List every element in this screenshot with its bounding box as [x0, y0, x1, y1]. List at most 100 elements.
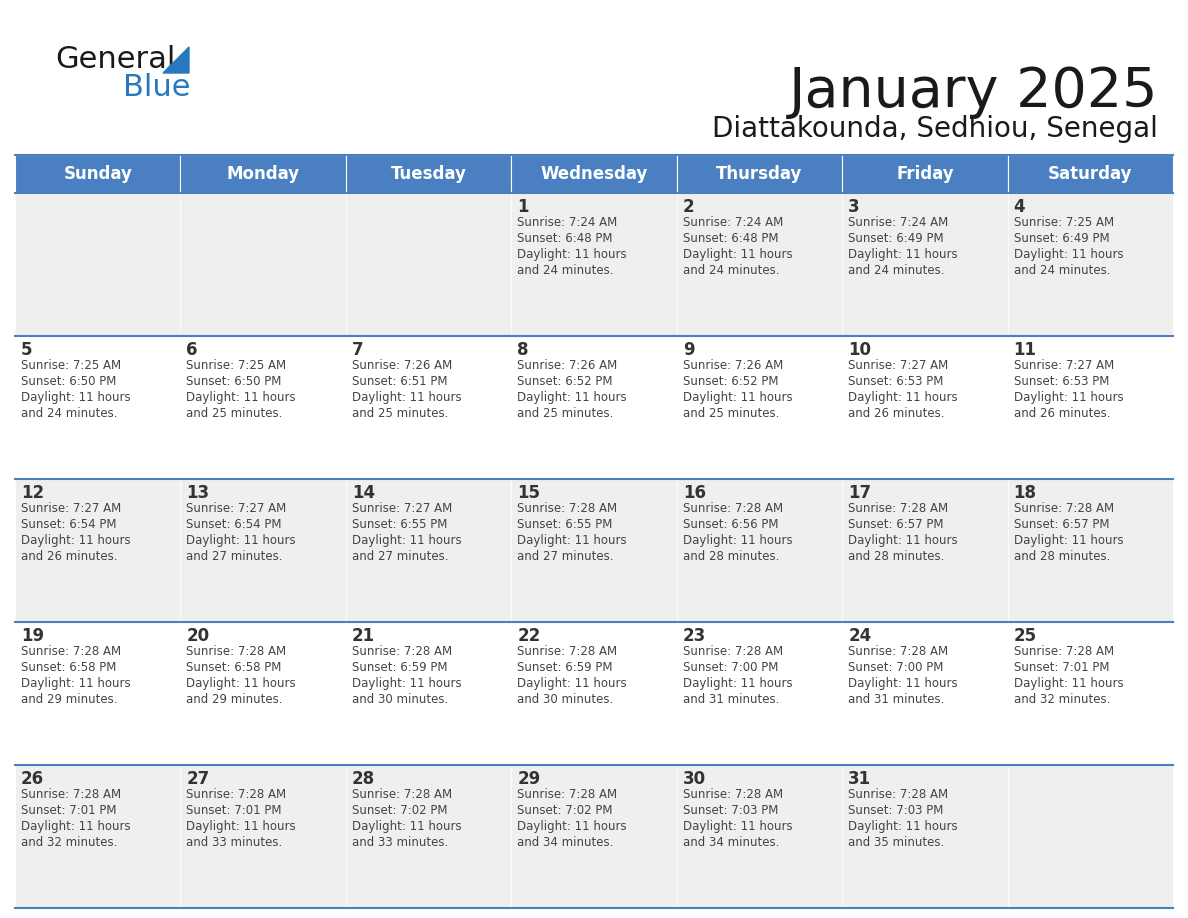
Text: Daylight: 11 hours: Daylight: 11 hours	[848, 534, 958, 547]
Bar	[511, 479, 677, 622]
Text: and 24 minutes.: and 24 minutes.	[21, 407, 118, 420]
Text: Sunset: 7:03 PM: Sunset: 7:03 PM	[683, 804, 778, 817]
Text: Sunrise: 7:26 AM: Sunrise: 7:26 AM	[683, 359, 783, 372]
Text: Daylight: 11 hours: Daylight: 11 hours	[848, 248, 958, 261]
Text: 25: 25	[1013, 627, 1037, 645]
Text: General: General	[55, 45, 176, 74]
Text: and 28 minutes.: and 28 minutes.	[683, 550, 779, 563]
Text: 16: 16	[683, 484, 706, 502]
Bar	[346, 336, 511, 479]
Text: 8: 8	[517, 341, 529, 359]
Bar	[842, 336, 1007, 479]
Text: 9: 9	[683, 341, 694, 359]
Text: Monday: Monday	[227, 165, 299, 183]
Bar	[1007, 765, 1173, 908]
Text: Sunrise: 7:28 AM: Sunrise: 7:28 AM	[1013, 502, 1113, 515]
Bar	[1007, 336, 1173, 479]
Text: 11: 11	[1013, 341, 1037, 359]
Text: Sunset: 6:52 PM: Sunset: 6:52 PM	[517, 375, 613, 388]
Text: Sunday: Sunday	[63, 165, 132, 183]
Text: Sunrise: 7:26 AM: Sunrise: 7:26 AM	[352, 359, 453, 372]
Text: and 27 minutes.: and 27 minutes.	[352, 550, 448, 563]
Text: Sunrise: 7:28 AM: Sunrise: 7:28 AM	[517, 502, 618, 515]
Bar	[346, 193, 511, 336]
Text: Sunset: 6:54 PM: Sunset: 6:54 PM	[21, 518, 116, 531]
Text: Sunset: 6:50 PM: Sunset: 6:50 PM	[187, 375, 282, 388]
Text: Daylight: 11 hours: Daylight: 11 hours	[517, 391, 627, 404]
Text: Daylight: 11 hours: Daylight: 11 hours	[21, 677, 131, 690]
Bar	[15, 155, 181, 193]
Bar	[181, 622, 346, 765]
Text: 31: 31	[848, 770, 871, 788]
Text: Blue: Blue	[124, 73, 190, 102]
Text: and 28 minutes.: and 28 minutes.	[1013, 550, 1110, 563]
Text: Sunrise: 7:25 AM: Sunrise: 7:25 AM	[1013, 216, 1113, 229]
Text: 24: 24	[848, 627, 871, 645]
Text: Sunrise: 7:26 AM: Sunrise: 7:26 AM	[517, 359, 618, 372]
Text: and 25 minutes.: and 25 minutes.	[187, 407, 283, 420]
Text: Daylight: 11 hours: Daylight: 11 hours	[21, 534, 131, 547]
Text: 26: 26	[21, 770, 44, 788]
Bar	[677, 622, 842, 765]
Text: 29: 29	[517, 770, 541, 788]
Text: Daylight: 11 hours: Daylight: 11 hours	[683, 534, 792, 547]
Text: 17: 17	[848, 484, 871, 502]
Text: 14: 14	[352, 484, 375, 502]
Bar	[15, 336, 181, 479]
Bar	[181, 193, 346, 336]
Text: January 2025: January 2025	[789, 65, 1158, 119]
Text: and 28 minutes.: and 28 minutes.	[848, 550, 944, 563]
Text: Sunset: 6:57 PM: Sunset: 6:57 PM	[1013, 518, 1110, 531]
Text: Sunset: 7:01 PM: Sunset: 7:01 PM	[1013, 661, 1110, 674]
Text: Sunrise: 7:28 AM: Sunrise: 7:28 AM	[21, 788, 121, 801]
Bar	[511, 765, 677, 908]
Bar	[842, 193, 1007, 336]
Text: Sunrise: 7:28 AM: Sunrise: 7:28 AM	[187, 788, 286, 801]
Text: Daylight: 11 hours: Daylight: 11 hours	[683, 677, 792, 690]
Text: 4: 4	[1013, 198, 1025, 216]
Text: Daylight: 11 hours: Daylight: 11 hours	[21, 820, 131, 833]
Text: 2: 2	[683, 198, 694, 216]
Text: Sunrise: 7:28 AM: Sunrise: 7:28 AM	[352, 788, 451, 801]
Text: and 26 minutes.: and 26 minutes.	[848, 407, 944, 420]
Text: 1: 1	[517, 198, 529, 216]
Bar	[15, 193, 181, 336]
Text: Sunset: 6:55 PM: Sunset: 6:55 PM	[352, 518, 447, 531]
Text: Diattakounda, Sedhiou, Senegal: Diattakounda, Sedhiou, Senegal	[712, 115, 1158, 143]
Bar	[346, 765, 511, 908]
Text: Sunrise: 7:28 AM: Sunrise: 7:28 AM	[683, 645, 783, 658]
Text: and 32 minutes.: and 32 minutes.	[21, 836, 118, 849]
Text: Thursday: Thursday	[716, 165, 803, 183]
Text: 5: 5	[21, 341, 32, 359]
Text: Daylight: 11 hours: Daylight: 11 hours	[187, 820, 296, 833]
Text: Sunrise: 7:28 AM: Sunrise: 7:28 AM	[352, 645, 451, 658]
Bar	[511, 155, 677, 193]
Bar	[677, 336, 842, 479]
Text: Daylight: 11 hours: Daylight: 11 hours	[352, 677, 461, 690]
Text: 23: 23	[683, 627, 706, 645]
Text: Sunset: 6:55 PM: Sunset: 6:55 PM	[517, 518, 613, 531]
Text: Sunset: 6:48 PM: Sunset: 6:48 PM	[517, 232, 613, 245]
Text: Sunrise: 7:28 AM: Sunrise: 7:28 AM	[848, 645, 948, 658]
Text: Sunset: 6:50 PM: Sunset: 6:50 PM	[21, 375, 116, 388]
Text: Sunrise: 7:25 AM: Sunrise: 7:25 AM	[187, 359, 286, 372]
Text: Sunset: 7:00 PM: Sunset: 7:00 PM	[848, 661, 943, 674]
Text: 30: 30	[683, 770, 706, 788]
Text: Daylight: 11 hours: Daylight: 11 hours	[1013, 391, 1123, 404]
Text: 21: 21	[352, 627, 375, 645]
Text: Sunset: 6:52 PM: Sunset: 6:52 PM	[683, 375, 778, 388]
Text: Daylight: 11 hours: Daylight: 11 hours	[187, 391, 296, 404]
Text: 19: 19	[21, 627, 44, 645]
Text: and 24 minutes.: and 24 minutes.	[517, 264, 614, 277]
Text: Sunset: 6:57 PM: Sunset: 6:57 PM	[848, 518, 943, 531]
Bar	[181, 765, 346, 908]
Text: Sunset: 6:49 PM: Sunset: 6:49 PM	[848, 232, 943, 245]
Text: Daylight: 11 hours: Daylight: 11 hours	[517, 677, 627, 690]
Text: Daylight: 11 hours: Daylight: 11 hours	[683, 391, 792, 404]
Text: Sunset: 6:59 PM: Sunset: 6:59 PM	[352, 661, 448, 674]
Text: Sunrise: 7:28 AM: Sunrise: 7:28 AM	[1013, 645, 1113, 658]
Text: and 26 minutes.: and 26 minutes.	[21, 550, 118, 563]
Text: Sunset: 6:48 PM: Sunset: 6:48 PM	[683, 232, 778, 245]
Text: Daylight: 11 hours: Daylight: 11 hours	[352, 534, 461, 547]
Text: and 31 minutes.: and 31 minutes.	[848, 693, 944, 706]
